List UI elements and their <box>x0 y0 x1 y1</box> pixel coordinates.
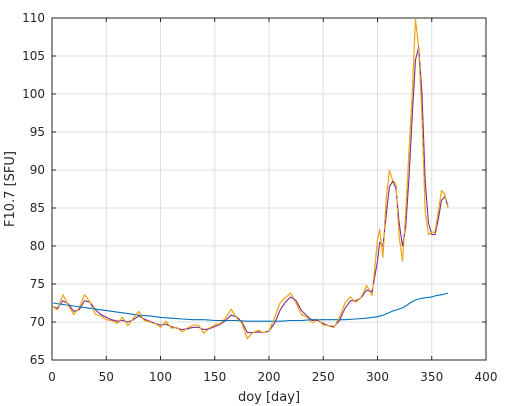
y-tick-label: 65 <box>30 353 45 367</box>
series-group <box>52 18 449 340</box>
y-tick-label: 95 <box>30 125 45 139</box>
y-tick-label: 75 <box>30 277 45 291</box>
x-tick-label: 200 <box>258 370 281 384</box>
x-tick-label: 250 <box>312 370 335 384</box>
x-tick-label: 300 <box>366 370 389 384</box>
series-line-2 <box>52 46 449 334</box>
x-tick-label: 50 <box>99 370 114 384</box>
y-tick-label: 90 <box>30 163 45 177</box>
x-tick-label: 350 <box>420 370 443 384</box>
y-tick-label: 80 <box>30 239 45 253</box>
y-tick-labels: 65 70 75 80 85 90 95 100 105 110 <box>22 11 45 367</box>
series-line-4 <box>52 18 449 340</box>
x-tick-label: 400 <box>475 370 498 384</box>
x-axis-label: doy [day] <box>238 390 300 405</box>
y-tick-label: 85 <box>30 201 45 215</box>
x-tick-label: 100 <box>149 370 172 384</box>
y-axis-label: F10.7 [SFU] <box>3 151 18 227</box>
grid <box>52 18 486 360</box>
series-line-3 <box>53 292 449 322</box>
x-tick-labels: 0 50 100 150 200 250 300 350 400 <box>48 370 497 384</box>
y-tick-label: 70 <box>30 315 45 329</box>
y-tick-label: 105 <box>22 49 45 63</box>
x-tick-label: 0 <box>48 370 56 384</box>
y-tick-label: 110 <box>22 11 45 25</box>
y-tick-label: 100 <box>22 87 45 101</box>
axis-ticks <box>51 17 487 361</box>
x-tick-label: 150 <box>203 370 226 384</box>
